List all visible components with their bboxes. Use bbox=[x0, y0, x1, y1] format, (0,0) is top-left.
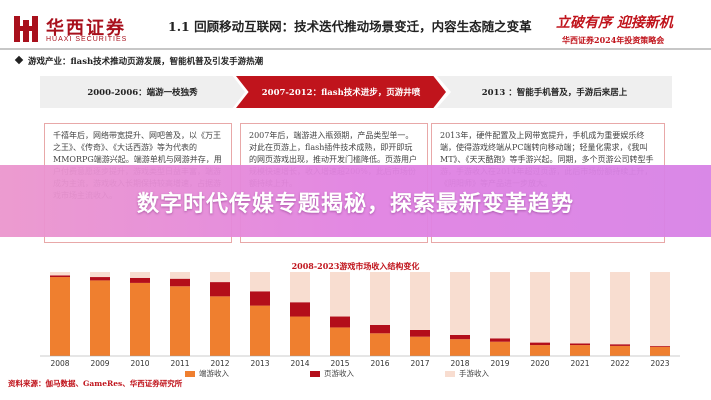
bar-2010-series-1 bbox=[130, 277, 150, 283]
bar-2011-series-1 bbox=[170, 278, 190, 287]
bar-2019-series-2 bbox=[490, 272, 510, 339]
bar-2009-series-2 bbox=[90, 272, 110, 278]
bar-2020-series-0 bbox=[530, 345, 550, 356]
x-tick-label: 2010 bbox=[130, 359, 149, 368]
x-tick-label: 2015 bbox=[330, 359, 349, 368]
bar-2008-series-2 bbox=[50, 272, 70, 276]
bar-2015-series-1 bbox=[330, 316, 350, 328]
legend-item-mobile: 手游收入 bbox=[445, 368, 489, 379]
bar-2008-series-1 bbox=[50, 275, 70, 278]
legend-item-pc: 端游收入 bbox=[185, 368, 229, 379]
bar-2021-series-1 bbox=[570, 343, 590, 346]
bar-2020-series-2 bbox=[530, 272, 550, 343]
legend-swatch-mobile bbox=[445, 370, 455, 377]
x-tick-label: 2013 bbox=[250, 359, 269, 368]
legend-label-pc: 端游收入 bbox=[199, 369, 229, 378]
source-note: 资料来源：伽马数据、GameRes、华西证券研究所 bbox=[8, 379, 183, 388]
bar-2013-series-0 bbox=[250, 305, 270, 356]
bar-2018-series-0 bbox=[450, 339, 470, 356]
x-tick-label: 2014 bbox=[290, 359, 309, 368]
bullet-icon bbox=[14, 55, 24, 65]
bar-2017-series-1 bbox=[410, 329, 430, 337]
bar-2010-series-2 bbox=[130, 272, 150, 278]
x-tick-label: 2008 bbox=[50, 359, 69, 368]
bar-2009-series-1 bbox=[90, 277, 110, 281]
legend-label-web: 页游收入 bbox=[324, 369, 354, 378]
x-tick-label: 2022 bbox=[610, 359, 629, 368]
x-tick-label: 2011 bbox=[170, 359, 189, 368]
bar-2018-series-1 bbox=[450, 335, 470, 340]
timeline-stage-2: 2007-2012：flash技术进步，页游井喷 bbox=[236, 76, 446, 108]
promo-banner bbox=[0, 165, 711, 237]
bar-2014-series-2 bbox=[290, 272, 310, 303]
bar-2022-series-1 bbox=[610, 344, 630, 346]
bar-2019-series-1 bbox=[490, 338, 510, 342]
timeline-stage-1: 2000-2006：端游一枝独秀 bbox=[40, 76, 245, 108]
revenue-structure-chart: 2008 2009 2010 2011 2012 2013 2014 2015 2016 2017… bbox=[40, 272, 680, 368]
bar-2012-series-1 bbox=[210, 282, 230, 297]
bar-2023-series-1 bbox=[650, 345, 670, 347]
bar-2023-series-0 bbox=[650, 346, 670, 356]
bar-2015-series-0 bbox=[330, 327, 350, 356]
bar-2013-series-2 bbox=[250, 272, 270, 292]
bar-2008-series-0 bbox=[50, 277, 70, 356]
bar-2009-series-0 bbox=[90, 280, 110, 356]
x-tick-label: 2012 bbox=[210, 359, 229, 368]
x-tick-label: 2017 bbox=[410, 359, 429, 368]
header-divider bbox=[0, 48, 711, 50]
x-tick-label: 2020 bbox=[530, 359, 549, 368]
bar-2019-series-0 bbox=[490, 341, 510, 356]
bar-2014-series-1 bbox=[290, 302, 310, 317]
bar-2011-series-2 bbox=[170, 272, 190, 279]
timeline-stage-3: 2013 ：智能手机普及，手游后来居上 bbox=[437, 76, 672, 108]
bar-2022-series-2 bbox=[610, 272, 630, 345]
bar-2022-series-0 bbox=[610, 345, 630, 356]
bar-2012-series-0 bbox=[210, 296, 230, 356]
x-tick-label: 2016 bbox=[370, 359, 389, 368]
bar-2014-series-0 bbox=[290, 316, 310, 356]
legend-swatch-pc bbox=[185, 370, 195, 377]
bar-2016-series-0 bbox=[370, 333, 390, 356]
bar-2017-series-0 bbox=[410, 336, 430, 356]
section-intro: 游戏产业：flash技术推动页游发展，智能机普及引发手游热潮 bbox=[28, 57, 264, 67]
x-tick-label: 2023 bbox=[650, 359, 669, 368]
bar-2016-series-1 bbox=[370, 324, 390, 334]
bar-2012-series-2 bbox=[210, 272, 230, 283]
bar-2017-series-2 bbox=[410, 272, 430, 330]
page-title: 1.1 回顾移动互联网：技术迭代推动场景变迁，内容生态随之变革 bbox=[168, 19, 532, 34]
bar-2021-series-0 bbox=[570, 345, 590, 356]
bar-2013-series-1 bbox=[250, 291, 270, 306]
legend-swatch-web bbox=[310, 370, 320, 377]
logo-icon bbox=[14, 16, 38, 42]
bar-2016-series-2 bbox=[370, 272, 390, 325]
bar-2018-series-2 bbox=[450, 272, 470, 335]
conference-label: 华西证券2024年投资策略会 bbox=[562, 35, 665, 45]
slogan: 立破有序 迎接新机 bbox=[556, 15, 673, 31]
x-tick-label: 2019 bbox=[490, 359, 509, 368]
bar-2020-series-1 bbox=[530, 342, 550, 346]
legend-item-web: 页游收入 bbox=[310, 368, 354, 379]
banner-headline: 数字时代传媒专题揭秘，探索最新变革趋势 bbox=[136, 192, 574, 217]
bar-2011-series-0 bbox=[170, 286, 190, 356]
chart-title: 2008-2023游戏市场收入结构变化 bbox=[291, 261, 420, 271]
bar-2021-series-2 bbox=[570, 272, 590, 344]
x-tick-label: 2021 bbox=[570, 359, 589, 368]
x-tick-label: 2018 bbox=[450, 359, 469, 368]
x-tick-label: 2009 bbox=[90, 359, 109, 368]
bar-2010-series-0 bbox=[130, 282, 150, 356]
logo-text: 华西证券 bbox=[46, 18, 126, 39]
bar-2015-series-2 bbox=[330, 272, 350, 317]
logo-subtext: HUAXI SECURITIES bbox=[46, 36, 128, 43]
bar-2023-series-2 bbox=[650, 272, 670, 346]
legend-label-mobile: 手游收入 bbox=[459, 369, 489, 378]
